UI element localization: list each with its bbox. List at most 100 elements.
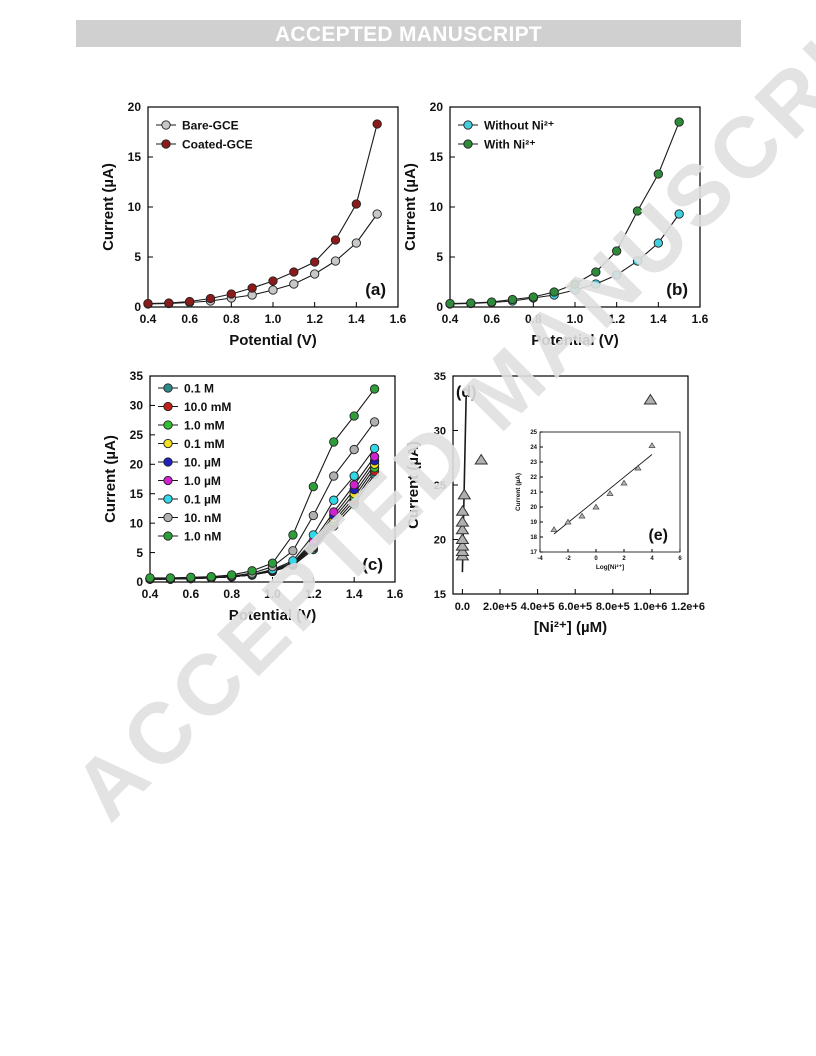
data-point (487, 297, 497, 307)
panel-label: (b) (666, 280, 688, 299)
data-point (227, 570, 237, 580)
y-axis-label: Current (µA) (515, 473, 522, 511)
legend-entry: With Ni²⁺ (484, 138, 536, 152)
y-tick-label: 25 (530, 430, 537, 436)
y-axis-label: Current (µA) (102, 435, 119, 523)
x-tick-label: -4 (537, 556, 543, 562)
x-tick-label: 1.2 (306, 312, 323, 326)
y-tick-label: 30 (130, 399, 144, 413)
data-point (206, 572, 216, 582)
data-point (165, 573, 176, 583)
x-tick-label: 0.6 (182, 587, 199, 601)
data-point (288, 530, 298, 540)
x-tick-label: 1.6 (692, 312, 709, 326)
y-tick-label: 17 (530, 550, 537, 556)
data-point (455, 504, 470, 516)
data-point (474, 453, 489, 465)
x-tick-label: -2 (565, 556, 571, 562)
x-axis-label: [Ni²⁺] (µM) (534, 619, 607, 636)
y-tick-label: 10 (430, 200, 444, 214)
data-point (268, 285, 278, 295)
data-point (310, 257, 320, 267)
data-point (564, 518, 572, 525)
x-tick-label: 1.6 (390, 312, 407, 326)
x-tick-label: 0.0 (455, 601, 470, 613)
data-point (455, 539, 470, 551)
data-point (653, 238, 663, 248)
data-point (606, 490, 614, 496)
legend-entry: 0.1 mM (184, 437, 225, 451)
x-tick-label: 1.4 (348, 312, 365, 326)
data-point (592, 503, 600, 510)
y-tick-label: 5 (436, 250, 443, 264)
data-point (612, 246, 622, 256)
data-point (308, 530, 318, 540)
panel-4: -4 -2 0 2 4 6171819202122232425Log[Ni²⁺]Curre… (515, 430, 682, 571)
x-tick-label: 1.6 (387, 587, 404, 601)
legend-entry: 1.0 mM (184, 419, 225, 433)
data-point (247, 566, 257, 576)
data-point (329, 507, 339, 517)
data-point (268, 276, 278, 286)
data-point (457, 488, 472, 500)
x-tick-label: 1.4 (650, 312, 667, 326)
data-point (648, 442, 656, 448)
x-tick-label: 4.0e+5 (521, 601, 555, 613)
x-tick-label: 0.6 (181, 312, 198, 326)
x-tick-label: 0.4 (442, 312, 459, 326)
x-tick-label: 1.0e+6 (633, 601, 667, 613)
legend-entry: Without Ni²⁺ (484, 119, 554, 133)
data-point (247, 283, 257, 293)
data-point (549, 287, 559, 297)
y-tick-label: 0 (134, 300, 141, 314)
y-tick-label: 10 (128, 200, 142, 214)
data-point (288, 546, 298, 556)
legend-marker (463, 120, 473, 130)
y-tick-label: 15 (430, 150, 444, 164)
y-tick-label: 20 (130, 457, 144, 471)
y-tick-label: 25 (130, 428, 144, 442)
x-tick-label: 6.0e+5 (558, 601, 592, 613)
y-tick-label: 25 (434, 480, 446, 492)
data-point (455, 523, 470, 535)
y-tick-label: 18 (530, 535, 537, 541)
y-tick-label: 19 (530, 520, 537, 526)
panel-label: (d) (456, 384, 476, 401)
data-point (185, 296, 195, 307)
legend-entry: Bare-GCE (182, 119, 239, 133)
panel-0: 0.4 0.6 0.8 1.0 1.2 1.4 1.6 0 5 10 15 20 Potential (… (100, 100, 407, 349)
data-point (550, 526, 558, 532)
data-point (186, 572, 196, 582)
x-tick-label: 1.0 (265, 312, 282, 326)
fit-line (553, 454, 653, 535)
legend-marker (163, 531, 173, 541)
panel-1: 0.4 0.6 0.8 1.0 1.2 1.4 1.6 0 5 10 15 20 Potential (… (402, 100, 709, 349)
data-point (507, 294, 518, 305)
x-tick-label: 6 (678, 556, 682, 562)
data-point (349, 444, 359, 455)
y-tick-label: 15 (434, 589, 446, 601)
x-tick-label: 1.4 (346, 587, 363, 601)
panel-label: (a) (365, 280, 386, 299)
data-point (643, 393, 658, 405)
data-point (369, 451, 380, 462)
y-axis-label: Current (µA) (100, 163, 117, 251)
x-tick-label: 8.0e+5 (596, 601, 630, 613)
data-point (349, 411, 359, 421)
data-point (329, 471, 339, 481)
data-point (145, 573, 155, 583)
y-tick-label: 10 (130, 516, 144, 530)
data-point (372, 209, 382, 219)
data-point (289, 267, 299, 277)
legend-entry: 10. µM (184, 456, 221, 470)
x-axis-label: Log[Ni²⁺] (596, 564, 624, 571)
y-tick-label: 24 (530, 445, 537, 451)
data-point (570, 279, 580, 289)
data-point (632, 206, 643, 216)
data-point (674, 209, 684, 219)
data-point (369, 417, 380, 427)
data-point (578, 512, 586, 519)
x-tick-label: 2.0e+5 (483, 601, 517, 613)
y-tick-label: 21 (530, 490, 537, 496)
x-tick-label: 1.2 (608, 312, 625, 326)
